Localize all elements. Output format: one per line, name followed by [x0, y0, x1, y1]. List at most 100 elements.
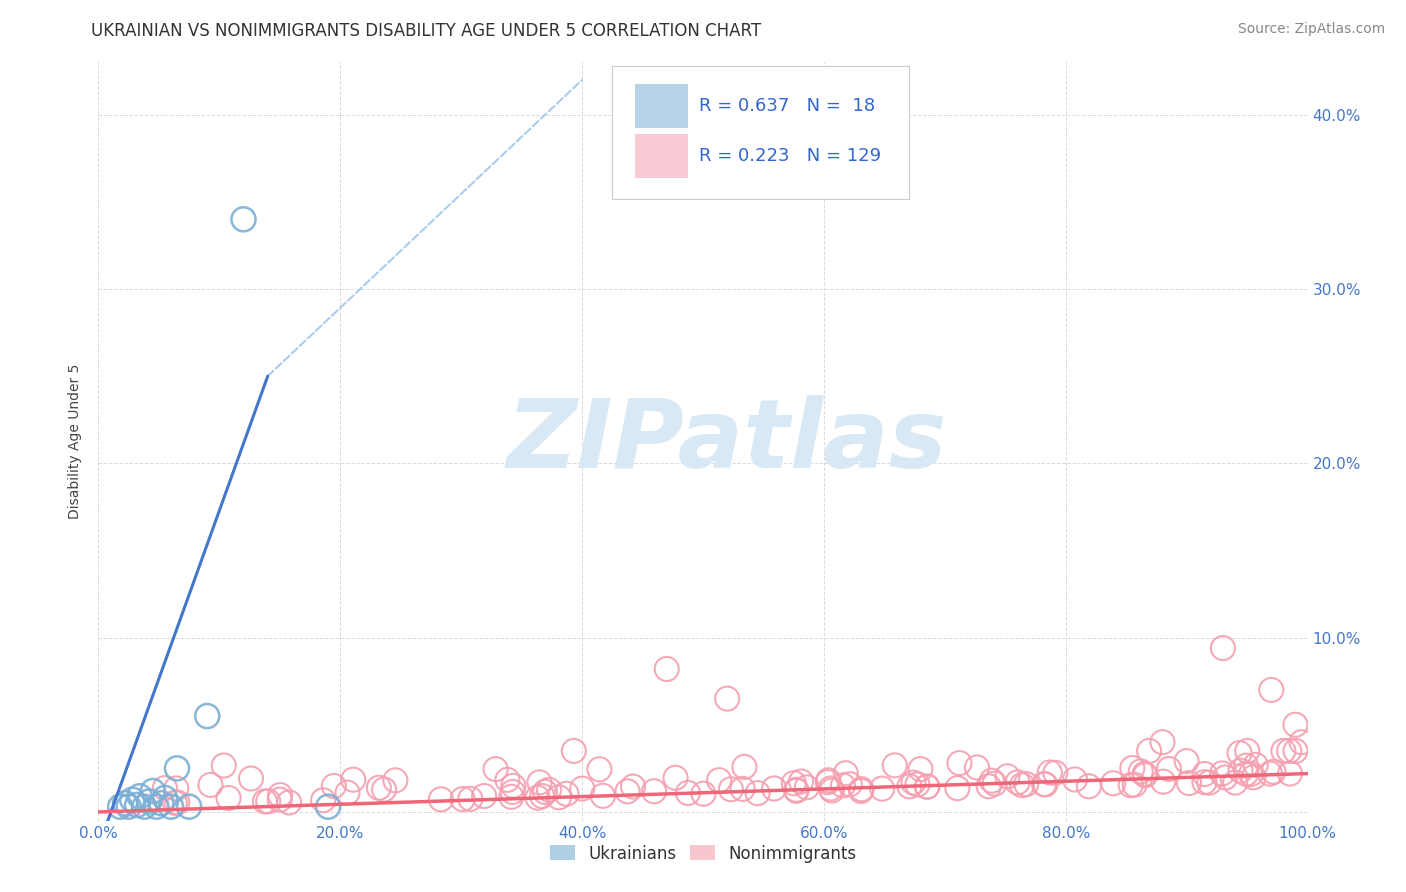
Point — [1234, 767, 1257, 781]
Point — [1121, 761, 1143, 775]
Point — [384, 773, 406, 788]
Point — [643, 784, 665, 798]
Point — [948, 756, 970, 770]
Point — [142, 784, 165, 798]
Point — [592, 789, 614, 803]
Point — [1194, 767, 1216, 781]
Point — [1225, 775, 1247, 789]
Point — [134, 799, 156, 814]
Point — [1240, 767, 1263, 781]
Point — [118, 799, 141, 814]
Point — [163, 796, 186, 810]
Point — [1133, 767, 1156, 781]
Point — [820, 781, 842, 796]
Point — [496, 772, 519, 787]
Point — [1234, 758, 1257, 772]
Point — [785, 784, 807, 798]
Point — [1039, 765, 1062, 780]
Point — [676, 786, 699, 800]
Point — [1272, 744, 1295, 758]
Text: Source: ZipAtlas.com: Source: ZipAtlas.com — [1237, 22, 1385, 37]
Point — [128, 789, 150, 804]
Point — [835, 766, 858, 780]
Point — [153, 791, 176, 805]
Point — [1175, 754, 1198, 768]
Point — [1198, 775, 1220, 789]
Point — [121, 793, 143, 807]
Point — [501, 789, 523, 804]
Point — [1157, 762, 1180, 776]
FancyBboxPatch shape — [613, 66, 908, 199]
Point — [269, 788, 291, 802]
Point — [555, 787, 578, 801]
Point — [907, 777, 929, 791]
Point — [983, 777, 1005, 791]
Point — [526, 790, 548, 805]
Point — [790, 774, 813, 789]
Point — [946, 781, 969, 796]
Point — [817, 773, 839, 788]
Point — [179, 799, 201, 814]
Point — [1077, 779, 1099, 793]
Point — [1033, 777, 1056, 791]
Point — [910, 762, 932, 776]
Point — [747, 786, 769, 800]
FancyBboxPatch shape — [636, 84, 689, 128]
Point — [316, 799, 339, 814]
Point — [1229, 746, 1251, 760]
Point — [367, 780, 389, 795]
Text: ZIPatlas: ZIPatlas — [508, 395, 948, 488]
Point — [1045, 765, 1067, 780]
Point — [218, 791, 240, 805]
Point — [966, 760, 988, 774]
Point — [1135, 768, 1157, 782]
Point — [502, 779, 524, 793]
Point — [472, 789, 495, 803]
Point — [903, 775, 925, 789]
Point — [588, 762, 610, 776]
Point — [763, 781, 786, 796]
Point — [1102, 776, 1125, 790]
Point — [838, 777, 860, 791]
Point — [538, 782, 561, 797]
Point — [322, 779, 344, 793]
Point — [1137, 744, 1160, 758]
Point — [733, 760, 755, 774]
Point — [336, 786, 359, 800]
Point — [1007, 775, 1029, 789]
Point — [915, 780, 938, 794]
Point — [430, 792, 453, 806]
Text: R = 0.223   N = 129: R = 0.223 N = 129 — [699, 146, 882, 165]
Point — [1284, 718, 1306, 732]
Point — [485, 762, 508, 776]
Point — [195, 709, 218, 723]
Point — [138, 795, 160, 809]
Point — [817, 775, 839, 789]
Point — [785, 782, 807, 797]
Point — [980, 773, 1002, 788]
Point — [664, 771, 686, 785]
FancyBboxPatch shape — [636, 134, 689, 178]
Point — [166, 796, 188, 810]
Point — [451, 792, 474, 806]
Point — [870, 781, 893, 796]
Point — [166, 761, 188, 775]
Point — [1229, 764, 1251, 778]
Point — [1278, 744, 1301, 758]
Point — [114, 796, 136, 810]
Point — [373, 782, 395, 797]
Point — [269, 793, 291, 807]
Point — [655, 662, 678, 676]
Legend: Ukrainians, Nonimmigrants: Ukrainians, Nonimmigrants — [543, 838, 863, 869]
Point — [200, 778, 222, 792]
Point — [145, 799, 167, 814]
Point — [240, 772, 263, 786]
Point — [707, 773, 730, 788]
Point — [257, 794, 280, 808]
Point — [253, 794, 276, 808]
Point — [1244, 758, 1267, 772]
Point — [1236, 744, 1258, 758]
Point — [692, 787, 714, 801]
Point — [1215, 771, 1237, 785]
Point — [997, 769, 1019, 783]
